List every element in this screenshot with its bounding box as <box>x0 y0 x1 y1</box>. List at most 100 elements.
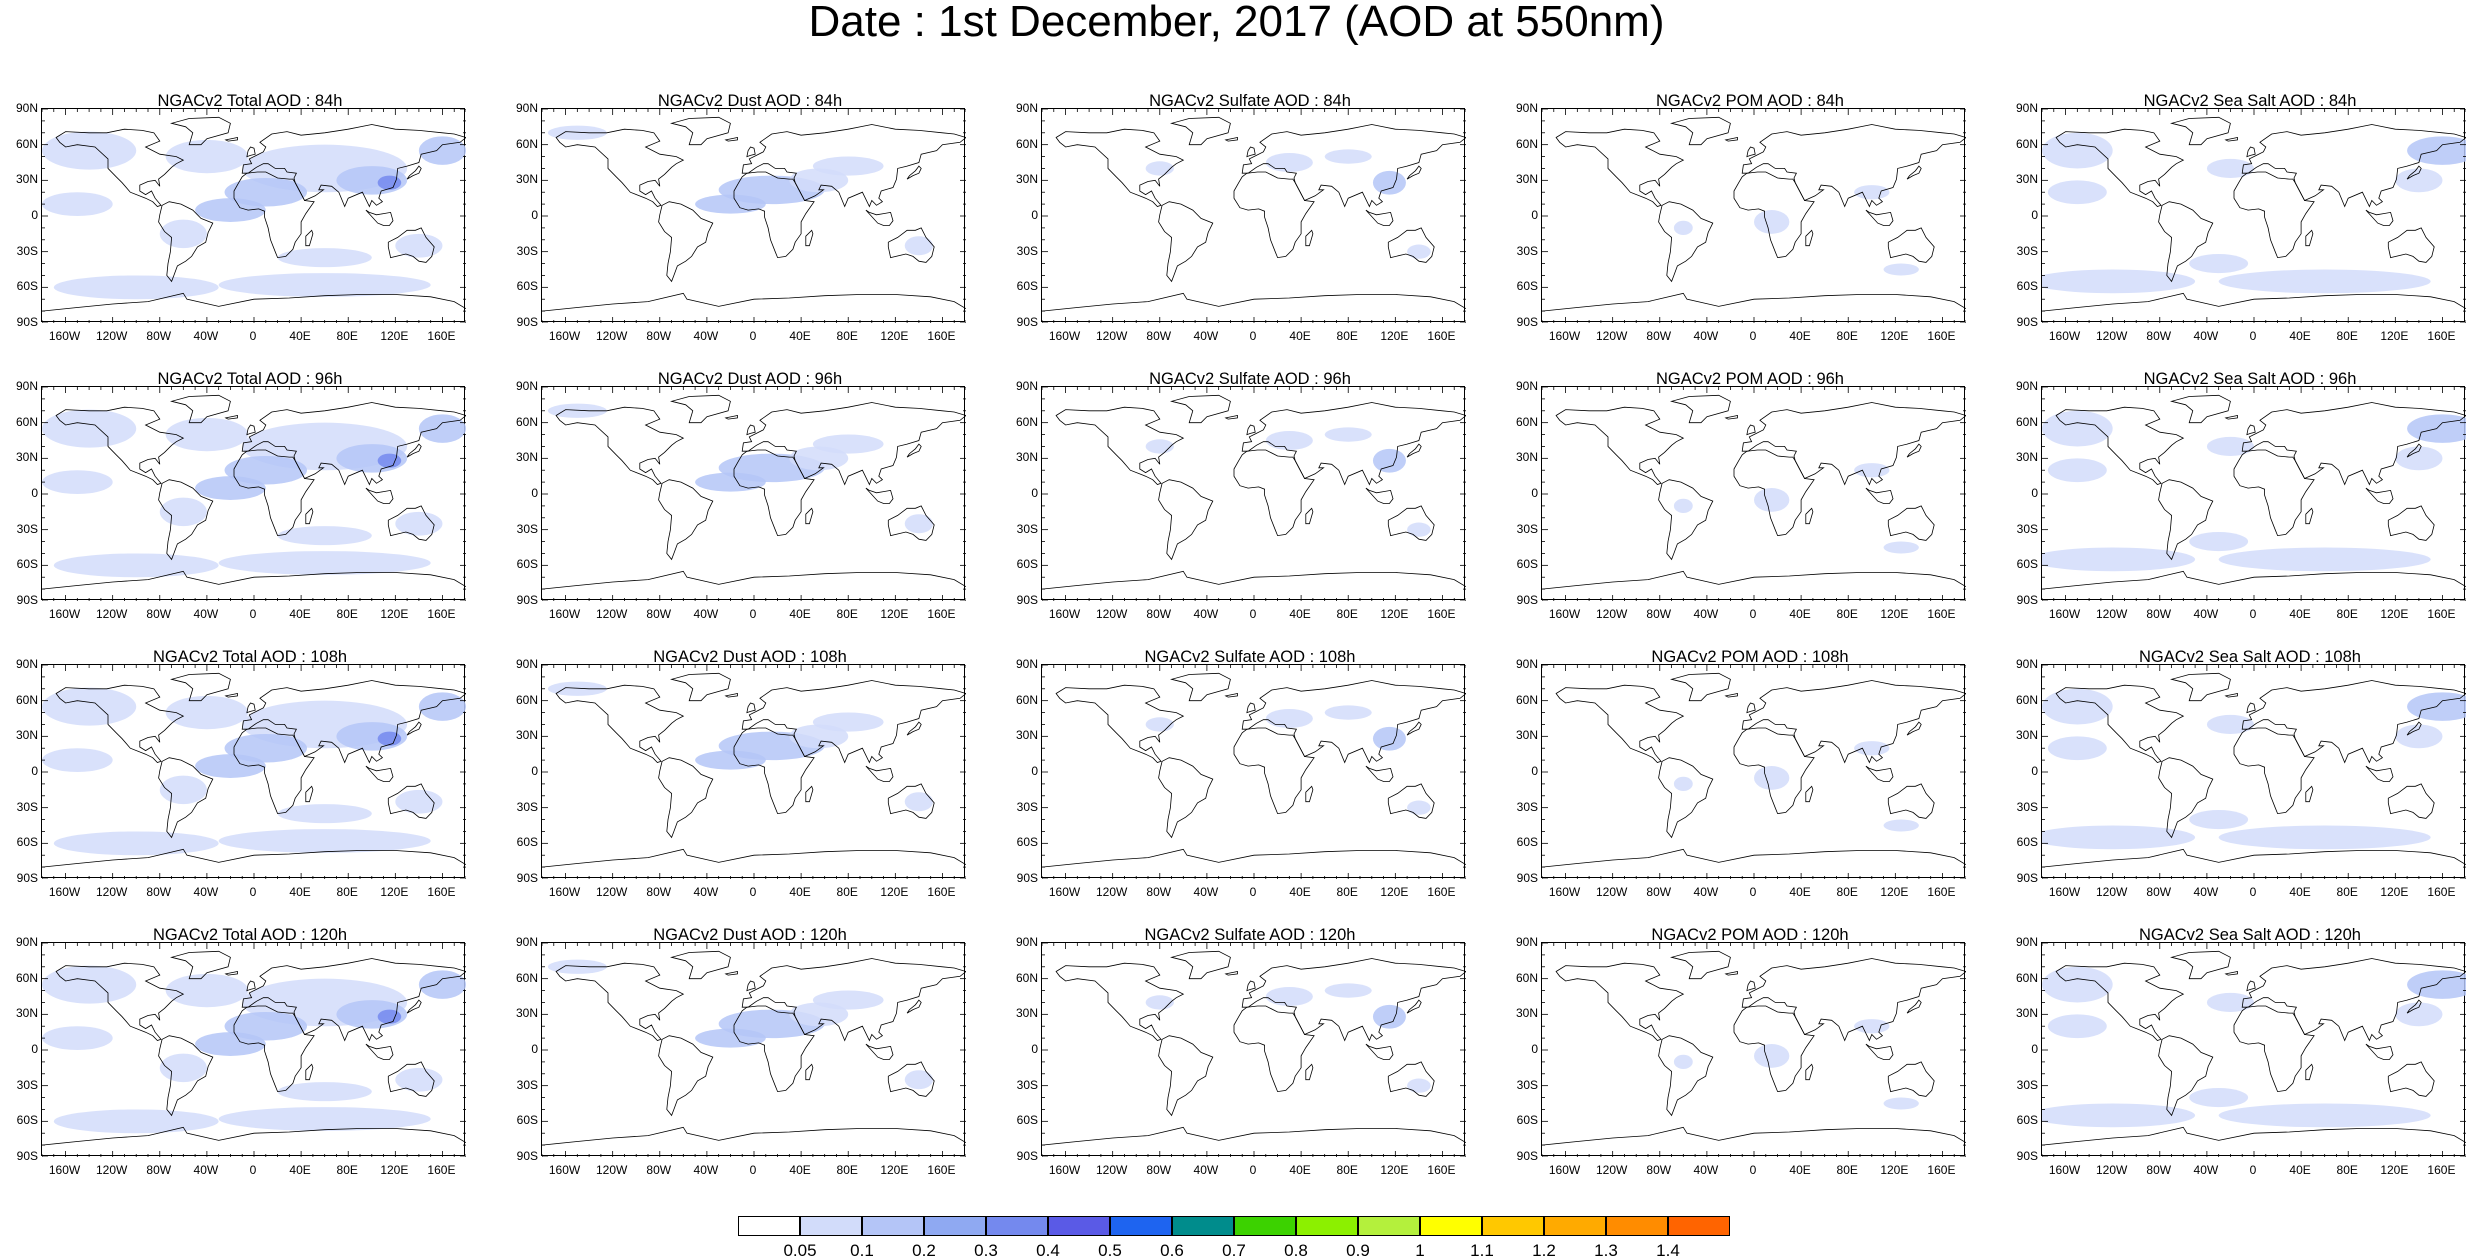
map-frame <box>41 664 466 879</box>
latitude-label: 30S <box>1016 521 1038 536</box>
aod-plume <box>418 970 466 999</box>
aod-plume <box>1145 995 1174 1010</box>
coastline <box>1406 999 1422 1014</box>
longitude-label: 40E <box>789 607 811 621</box>
latitude-label: 30N <box>15 450 38 465</box>
latitude-label: 30N <box>1515 1006 1538 1021</box>
coastline <box>1733 1005 1815 1093</box>
coastline <box>1224 693 1238 698</box>
map-panel: NGACv2 Total AOD : 84h 90N 60N 30N 0 30S 60S 90… <box>0 90 500 345</box>
aod-plume <box>2042 269 2196 294</box>
longitude-label: 40W <box>1193 329 1219 343</box>
longitude-label: 120W <box>95 329 128 343</box>
coastline <box>2170 394 2231 424</box>
aod-plume <box>2206 992 2254 1012</box>
aod-plume <box>395 789 443 814</box>
coastline <box>2241 958 2466 1042</box>
coastline <box>55 406 185 485</box>
antarctica-coastline <box>542 570 966 590</box>
longitude-label: 40E <box>2289 329 2311 343</box>
map-frame <box>541 942 966 1157</box>
aod-plume <box>547 125 607 140</box>
latitude-label: 60S <box>16 835 38 850</box>
coastline <box>1158 201 1214 283</box>
colorbar-swatch <box>1544 1216 1606 1236</box>
latitude-label: 30N <box>515 172 538 187</box>
coastline <box>670 116 731 146</box>
latitude-label: 30N <box>15 172 38 187</box>
latitude-label: 90S <box>516 315 538 329</box>
map-canvas <box>42 665 466 879</box>
longitude-label: 160E <box>2427 607 2456 621</box>
latitude-label: 90S <box>1516 1149 1538 1163</box>
aod-plume <box>2047 458 2107 483</box>
aod-plume <box>2218 825 2431 850</box>
aod-plume <box>1883 541 1919 554</box>
latitude-label: 60S <box>16 279 38 294</box>
coastline <box>1305 507 1314 525</box>
longitude-label: 80E <box>1836 329 1858 343</box>
coastline <box>746 702 756 714</box>
latitude-label: 60N <box>2015 414 2038 429</box>
coastline <box>224 415 238 420</box>
aod-plume <box>1372 170 1406 195</box>
coastline <box>805 507 814 525</box>
coastline <box>1658 479 1714 561</box>
longitude-label: 80W <box>1646 607 1672 621</box>
coastline <box>1741 958 1966 1042</box>
latitude-label: 30S <box>2016 1077 2038 1092</box>
longitude-label: 0 <box>2249 1163 2257 1177</box>
longitude-label: 160W <box>48 607 81 621</box>
longitude-label: 80E <box>836 1163 858 1177</box>
coastline <box>733 727 815 815</box>
coastline <box>733 449 815 537</box>
longitude-label: 40E <box>2289 885 2311 899</box>
aod-plume <box>1324 427 1372 442</box>
coastline <box>1387 1061 1435 1097</box>
latitude-label: 0 <box>1531 486 1538 500</box>
longitude-label: 40W <box>2193 1163 2219 1177</box>
coastline <box>2241 680 2466 764</box>
longitude-label: 80E <box>1336 329 1358 343</box>
latitude-label: 30N <box>1015 1006 1038 1021</box>
longitude-label: 160E <box>1927 329 1956 343</box>
longitude-label: 120E <box>1880 1163 1909 1177</box>
coastline <box>2158 1035 2214 1117</box>
latitude-label: 60N <box>515 692 538 707</box>
panel-title: NGACv2 POM AOD : 120h <box>1651 926 1849 944</box>
longitude-label: 160E <box>427 607 456 621</box>
coastline <box>1233 727 1315 815</box>
latitude-label: 60S <box>2016 835 2038 850</box>
antarctica-coastline <box>542 1126 966 1146</box>
longitude-label: 40E <box>789 329 811 343</box>
aod-plume <box>377 1009 402 1024</box>
latitude-label: 0 <box>1031 486 1038 500</box>
aod-plume <box>165 139 249 174</box>
latitude-label: 60N <box>1015 414 1038 429</box>
longitude-label: 160W <box>548 607 581 621</box>
coastline <box>2406 443 2422 458</box>
map-canvas <box>542 943 966 1157</box>
aod-plume <box>2395 168 2443 193</box>
latitude-label: 30S <box>1016 243 1038 258</box>
coastline <box>887 783 935 819</box>
colorbar-swatch <box>862 1216 924 1236</box>
panel-title: NGACv2 Dust AOD : 84h <box>657 92 843 110</box>
aod-plume <box>277 526 372 546</box>
latitude-label: 0 <box>531 764 538 778</box>
colorbar-label: 0.9 <box>1346 1241 1370 1260</box>
longitude-label: 40E <box>1289 329 1311 343</box>
antarctica-coastline <box>1542 848 1966 868</box>
latitude-label: 90S <box>516 1149 538 1163</box>
coastline <box>1233 1005 1315 1093</box>
latitude-label: 90S <box>1516 593 1538 607</box>
map-panel: NGACv2 POM AOD : 96h 90N 60N 30N 0 30S 60S 90S 1… <box>1500 368 2000 623</box>
longitude-label: 80W <box>2146 329 2172 343</box>
aod-plume <box>195 476 266 500</box>
map-canvas <box>2042 943 2466 1157</box>
coastline <box>241 124 466 208</box>
longitude-label: 40E <box>289 1163 311 1177</box>
coastline <box>1906 443 1922 458</box>
aod-plume <box>695 194 766 214</box>
longitude-label: 160W <box>1048 1163 1081 1177</box>
